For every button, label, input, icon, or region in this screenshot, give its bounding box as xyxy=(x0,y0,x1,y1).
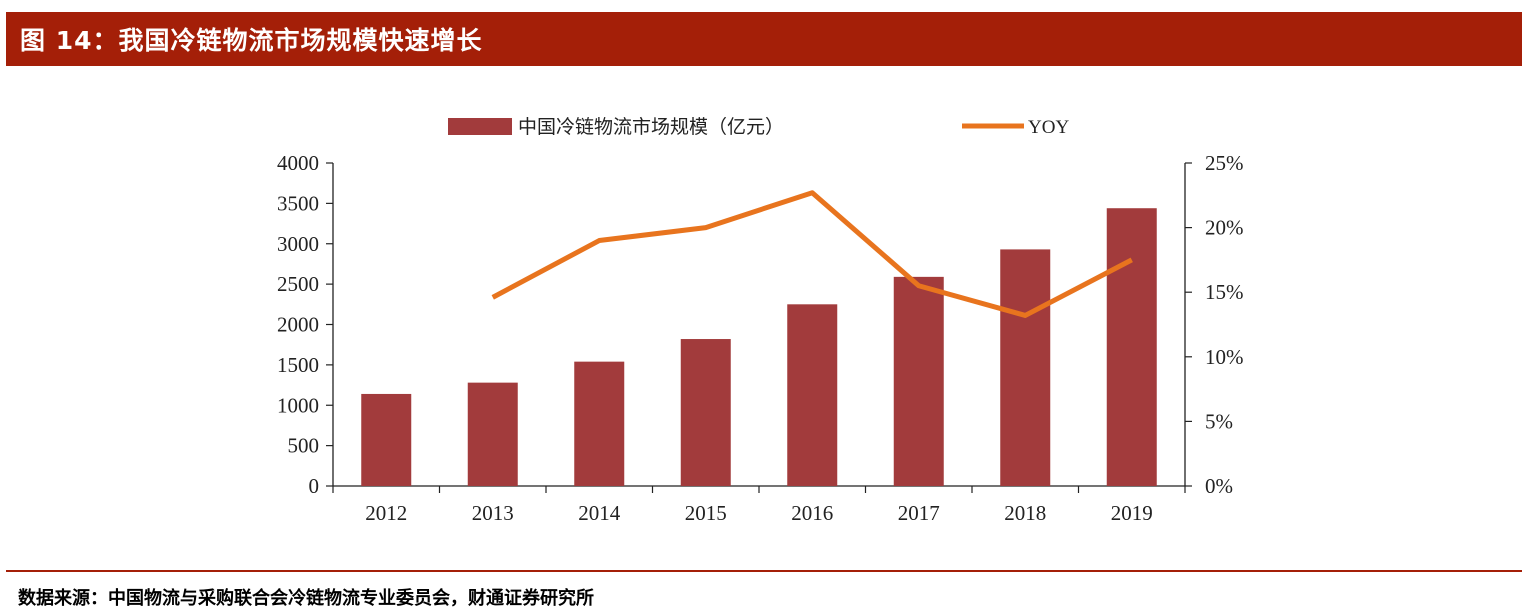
left-tick-label: 2500 xyxy=(277,272,319,296)
bar-2013 xyxy=(468,383,518,486)
left-tick-label: 500 xyxy=(288,434,320,458)
bar-2019 xyxy=(1107,208,1157,486)
left-tick-label: 4000 xyxy=(277,151,319,175)
bar-series xyxy=(361,208,1157,486)
right-tick-label: 5% xyxy=(1205,409,1233,433)
left-tick-label: 3000 xyxy=(277,232,319,256)
left-tick-label: 1500 xyxy=(277,353,319,377)
left-tick-label: 0 xyxy=(309,474,320,498)
x-tick-label-2015: 2015 xyxy=(685,501,727,525)
x-tick-label-2012: 2012 xyxy=(365,501,407,525)
bar-2016 xyxy=(787,304,837,486)
bar-2012 xyxy=(361,394,411,486)
bar-2015 xyxy=(681,339,731,486)
footer-divider xyxy=(6,570,1522,572)
legend-line-label: YOY xyxy=(1028,117,1069,138)
left-tick-label: 3500 xyxy=(277,191,319,215)
x-tick-labels: 2012 2013 2014 2015 2016 2017 2018 2019 xyxy=(333,486,1185,525)
bar-2014 xyxy=(574,362,624,486)
x-tick-label-2018: 2018 xyxy=(1004,501,1046,525)
bar-2017 xyxy=(894,277,944,486)
right-tick-label: 20% xyxy=(1205,216,1244,240)
x-tick-label-2017: 2017 xyxy=(898,501,940,525)
x-tick-label-2019: 2019 xyxy=(1111,501,1153,525)
legend-bar-label: 中国冷链物流市场规模（亿元） xyxy=(518,116,784,138)
left-tick-label: 2000 xyxy=(277,313,319,337)
left-tick-label: 1000 xyxy=(277,393,319,417)
x-tick-label-2016: 2016 xyxy=(791,501,833,525)
left-tick-group: 0 500 1000 1500 2000 2500 3000 3500 4000 xyxy=(277,151,333,498)
right-tick-label: 25% xyxy=(1205,151,1244,175)
x-tick-label-2013: 2013 xyxy=(472,501,514,525)
bar-2018 xyxy=(1000,249,1050,486)
x-tick-label-2014: 2014 xyxy=(578,501,621,525)
right-tick-label: 10% xyxy=(1205,345,1244,369)
source-note: 数据来源：中国物流与采购联合会冷链物流专业委员会，财通证券研究所 xyxy=(18,584,594,610)
legend-bar-swatch xyxy=(448,118,512,135)
legend: 中国冷链物流市场规模（亿元） YOY xyxy=(448,116,1069,138)
right-tick-group: 0% 5% 10% 15% 20% 25% xyxy=(1185,151,1244,498)
right-tick-label: 0% xyxy=(1205,474,1233,498)
right-tick-label: 15% xyxy=(1205,280,1244,304)
